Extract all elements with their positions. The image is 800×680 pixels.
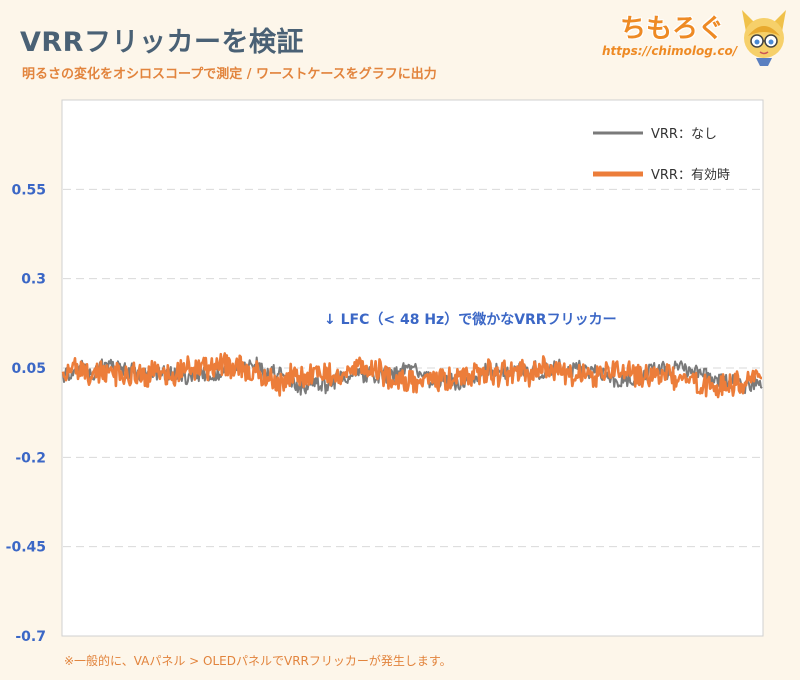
- legend-label: VRR：なし: [651, 127, 717, 142]
- brand-name: ちもろぐ: [620, 14, 725, 44]
- legend-label: VRR：有効時: [651, 168, 730, 183]
- brand-logo: ちもろぐ https://chimolog.co/: [600, 6, 790, 66]
- page-subtitle: 明るさの変化をオシロスコープで測定 / ワーストケースをグラフに出力: [22, 67, 437, 82]
- series-line-2: [61, 352, 763, 399]
- mascot-icon: [742, 10, 786, 66]
- y-tick-label: -0.45: [6, 540, 46, 556]
- chart-annotation: ↓ LFC（< 48 Hz）で微かなVRRフリッカー: [324, 311, 617, 328]
- footnote: ※一般的に、VAパネル > OLEDパネルでVRRフリッカーが発生します。: [64, 654, 452, 668]
- y-tick-label: 0.55: [11, 182, 46, 198]
- y-tick-label: -0.2: [15, 450, 46, 466]
- y-tick-label: 0.3: [21, 272, 46, 288]
- brand-url: https://chimolog.co/: [602, 44, 738, 58]
- y-tick-label: -0.7: [15, 629, 46, 645]
- page-title: VRRフリッカーを検証: [20, 27, 304, 58]
- y-tick-label: 0.05: [11, 361, 46, 377]
